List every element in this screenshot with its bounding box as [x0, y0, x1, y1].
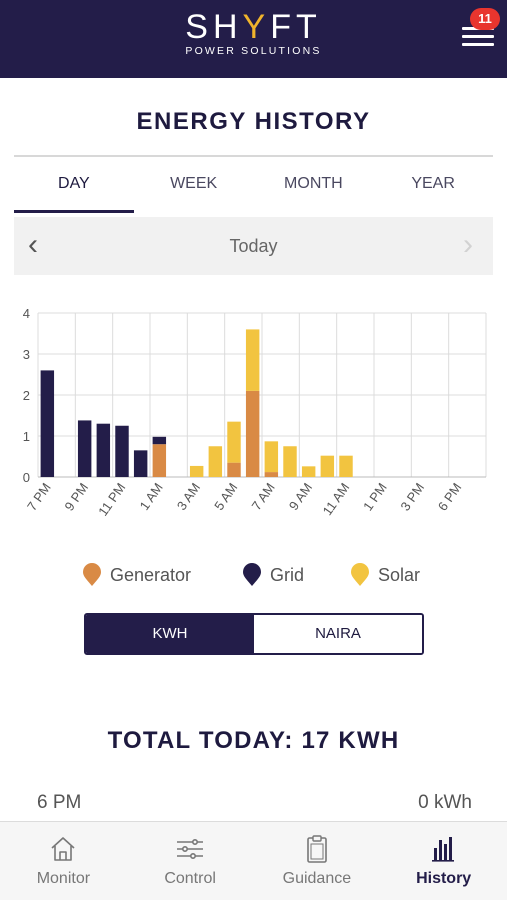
bottom-navigation: Monitor Control Guidance History [0, 821, 507, 900]
x-tick-label: 3 PM [397, 480, 427, 513]
logo-part-y: Y [242, 8, 271, 46]
notification-badge[interactable]: 11 [470, 8, 500, 30]
x-tick-label: 3 AM [174, 480, 203, 513]
hamburger-menu-icon[interactable] [462, 27, 494, 47]
row-time: 6 PM [37, 792, 82, 813]
logo-part-ft: FT [270, 8, 322, 46]
x-tick-label: 1 PM [360, 480, 390, 513]
x-tick-label: 11 AM [320, 480, 353, 518]
date-navigator: ‹ Today › [14, 217, 493, 275]
logo: SHYFT POWER SOLUTIONS [0, 9, 507, 57]
energy-bar-chart: 0 1 2 3 4 7 PM 9 PM 11 PM 1 AM 3 AM 5 AM 7 AM 9 AM 11… [23, 306, 487, 519]
x-tick-label: 7 PM [24, 480, 54, 513]
bar-solar [245, 329, 260, 391]
bar-generator [264, 472, 279, 477]
title-divider [14, 155, 493, 157]
x-tick-label: 5 AM [211, 480, 240, 513]
tab-day[interactable]: DAY [14, 157, 134, 213]
row-value: 0 kWh [418, 792, 472, 813]
nav-control[interactable]: Control [127, 822, 254, 900]
generator-drop-icon [83, 563, 101, 586]
bar-grid [96, 423, 111, 477]
legend-item-grid: Grid [242, 560, 304, 590]
x-tick-label: 1 AM [137, 480, 166, 513]
nav-label-control: Control [164, 870, 216, 887]
bar-solar [339, 455, 353, 477]
logo-tagline: POWER SOLUTIONS [185, 45, 322, 57]
nav-label-monitor: Monitor [36, 870, 91, 887]
bar-grid [40, 370, 55, 477]
nav-label-guidance: Guidance [282, 870, 352, 887]
bar-generator [245, 390, 260, 477]
logo-wordmark: SHYFT [0, 9, 507, 45]
x-tick-label: 6 PM [435, 480, 465, 513]
bar-generator [227, 462, 241, 477]
naira-toggle-button[interactable]: NAIRA [254, 615, 422, 653]
unit-toggle: KWH NAIRA [84, 613, 424, 655]
period-tabs: DAY WEEK MONTH YEAR [14, 157, 493, 213]
legend-item-solar: Solar [350, 560, 420, 590]
nav-label-history: History [416, 870, 472, 887]
bar-solar [208, 446, 223, 477]
legend-label-solar: Solar [378, 564, 421, 585]
bar-solar [320, 455, 335, 477]
total-today: TOTAL TODAY: 17 KWH [107, 727, 400, 754]
tab-year[interactable]: YEAR [411, 175, 455, 192]
bar-solar [283, 446, 297, 477]
logo-part-sh: SH [185, 8, 243, 46]
grid-drop-icon [243, 563, 261, 586]
legend-label-generator: Generator [110, 564, 192, 585]
x-tick-label: 9 AM [286, 480, 315, 513]
bar-grid [133, 450, 148, 477]
y-tick-label: 0 [23, 470, 30, 485]
chevron-right-icon[interactable]: › [463, 228, 473, 261]
nav-monitor[interactable]: Monitor [0, 822, 127, 900]
x-tick-label: 7 AM [249, 480, 278, 513]
app-header: SHYFT POWER SOLUTIONS 11 [0, 0, 507, 78]
x-tick-label: 9 PM [61, 480, 91, 513]
bar-grid [115, 425, 129, 477]
legend-item-generator: Generator [82, 560, 191, 590]
tab-month[interactable]: MONTH [284, 175, 343, 192]
y-tick-label: 4 [23, 306, 30, 321]
kwh-toggle-button[interactable]: KWH [86, 615, 254, 653]
bar-generator [152, 444, 167, 477]
x-tick-label: 11 PM [95, 480, 128, 519]
bar-solar [264, 441, 279, 473]
chevron-left-icon[interactable]: ‹ [28, 228, 38, 261]
date-label: Today [229, 236, 278, 256]
bar-grid [152, 436, 167, 445]
bar-grid [77, 420, 92, 477]
page-title: ENERGY HISTORY [136, 108, 371, 135]
y-tick-label: 1 [23, 429, 30, 444]
bar-solar [301, 466, 316, 477]
clipboard-icon [307, 835, 327, 863]
bar-chart-icon [431, 837, 454, 862]
solar-drop-icon [351, 563, 369, 586]
chart-legend: Generator Grid Solar [0, 560, 507, 590]
y-tick-label: 2 [23, 388, 30, 403]
legend-label-grid: Grid [270, 564, 305, 585]
home-icon [51, 837, 75, 861]
nav-history[interactable]: History [380, 822, 507, 900]
bar-solar [189, 465, 204, 477]
tab-week[interactable]: WEEK [170, 175, 218, 192]
bar-solar [227, 421, 241, 463]
y-tick-label: 3 [23, 347, 30, 362]
nav-guidance[interactable]: Guidance [254, 822, 381, 900]
sliders-icon [177, 839, 204, 859]
